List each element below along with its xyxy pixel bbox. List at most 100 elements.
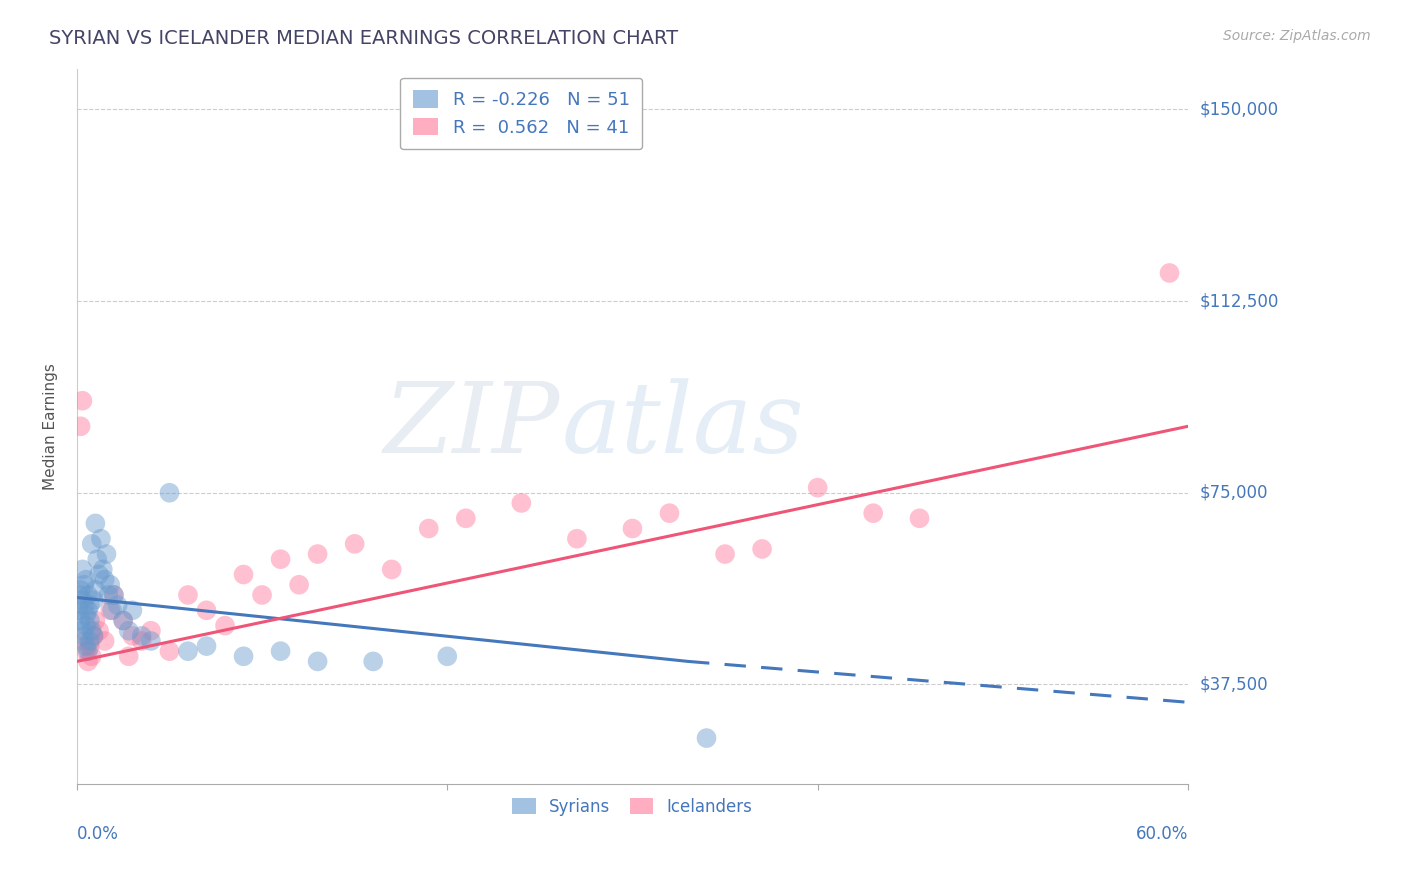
Point: [454, 511, 477, 525]
Point: [288, 578, 311, 592]
Point: [159, 644, 181, 658]
Point: [73, 629, 96, 643]
Point: [72, 624, 94, 638]
Point: [177, 644, 200, 658]
Point: [91, 562, 114, 576]
Point: [67, 588, 90, 602]
Point: [79, 639, 101, 653]
Point: [418, 522, 440, 536]
Point: [69, 614, 91, 628]
Point: [436, 649, 458, 664]
Point: [75, 639, 97, 653]
Point: [87, 624, 110, 638]
Point: [270, 552, 292, 566]
Point: [112, 614, 135, 628]
Point: [72, 393, 94, 408]
Point: [72, 562, 94, 576]
Point: [79, 634, 101, 648]
Point: [90, 532, 112, 546]
Point: [77, 603, 100, 617]
Point: [1159, 266, 1181, 280]
Text: 0.0%: 0.0%: [77, 825, 118, 843]
Point: [80, 649, 103, 664]
Point: [807, 481, 830, 495]
Point: [195, 639, 218, 653]
Point: [751, 541, 773, 556]
Point: [84, 582, 107, 597]
Point: [79, 598, 101, 612]
Point: [131, 629, 153, 643]
Point: [232, 567, 254, 582]
Point: [93, 634, 115, 648]
Point: [75, 618, 97, 632]
Point: [86, 552, 108, 566]
Y-axis label: Median Earnings: Median Earnings: [44, 363, 58, 490]
Point: [77, 644, 100, 658]
Point: [97, 588, 120, 602]
Point: [696, 731, 718, 745]
Point: [862, 506, 884, 520]
Point: [121, 603, 143, 617]
Point: [69, 419, 91, 434]
Point: [139, 624, 162, 638]
Point: [96, 547, 118, 561]
Point: [112, 614, 135, 628]
Point: [381, 562, 404, 576]
Point: [118, 649, 141, 664]
Legend: Syrians, Icelanders: Syrians, Icelanders: [502, 788, 762, 826]
Point: [250, 588, 273, 602]
Point: [83, 593, 105, 607]
Point: [79, 614, 101, 628]
Point: [77, 588, 100, 602]
Text: $150,000: $150,000: [1199, 101, 1278, 119]
Point: [103, 588, 125, 602]
Point: [361, 654, 384, 668]
Point: [270, 644, 292, 658]
Point: [83, 629, 105, 643]
Point: [75, 573, 97, 587]
Text: $37,500: $37,500: [1199, 675, 1268, 693]
Point: [84, 614, 107, 628]
Point: [177, 588, 200, 602]
Point: [621, 522, 644, 536]
Point: [69, 582, 91, 597]
Point: [98, 578, 121, 592]
Text: ZIP: ZIP: [384, 378, 560, 474]
Point: [565, 532, 588, 546]
Point: [93, 573, 115, 587]
Point: [83, 629, 105, 643]
Point: [73, 598, 96, 612]
Text: 60.0%: 60.0%: [1136, 825, 1188, 843]
Point: [72, 593, 94, 607]
Point: [343, 537, 366, 551]
Point: [307, 654, 329, 668]
Point: [98, 603, 121, 617]
Text: Source: ZipAtlas.com: Source: ZipAtlas.com: [1223, 29, 1371, 43]
Text: $75,000: $75,000: [1199, 483, 1268, 501]
Point: [307, 547, 329, 561]
Point: [73, 578, 96, 592]
Text: atlas: atlas: [561, 378, 804, 474]
Point: [67, 603, 90, 617]
Point: [118, 624, 141, 638]
Point: [87, 567, 110, 582]
Point: [510, 496, 533, 510]
Point: [103, 588, 125, 602]
Point: [75, 608, 97, 623]
Point: [195, 603, 218, 617]
Point: [232, 649, 254, 664]
Point: [658, 506, 681, 520]
Point: [77, 654, 100, 668]
Text: SYRIAN VS ICELANDER MEDIAN EARNINGS CORRELATION CHART: SYRIAN VS ICELANDER MEDIAN EARNINGS CORR…: [49, 29, 678, 47]
Point: [121, 629, 143, 643]
Text: $112,500: $112,500: [1199, 292, 1278, 310]
Point: [73, 634, 96, 648]
Point: [101, 603, 124, 617]
Point: [139, 634, 162, 648]
Point: [159, 485, 181, 500]
Point: [107, 598, 129, 612]
Point: [80, 624, 103, 638]
Point: [84, 516, 107, 531]
Point: [908, 511, 931, 525]
Point: [80, 537, 103, 551]
